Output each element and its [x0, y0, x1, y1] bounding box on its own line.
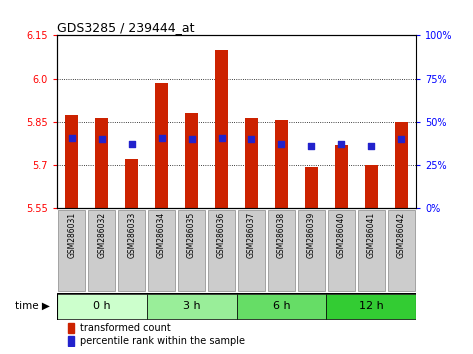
Text: 6 h: 6 h: [272, 301, 290, 311]
Text: GSM286041: GSM286041: [367, 212, 376, 258]
FancyBboxPatch shape: [238, 210, 265, 291]
Text: GSM286035: GSM286035: [187, 212, 196, 258]
Bar: [394, 122, 408, 209]
Text: GSM286033: GSM286033: [127, 212, 136, 258]
Text: GSM286038: GSM286038: [277, 212, 286, 258]
FancyBboxPatch shape: [388, 210, 415, 291]
Bar: [365, 165, 378, 209]
Text: percentile rank within the sample: percentile rank within the sample: [80, 336, 245, 346]
Text: GSM286039: GSM286039: [307, 212, 316, 258]
Point: [98, 136, 105, 142]
Bar: [245, 118, 258, 209]
Point: [188, 136, 195, 142]
Point: [338, 141, 345, 147]
FancyBboxPatch shape: [118, 210, 145, 291]
Text: time ▶: time ▶: [15, 301, 50, 311]
FancyBboxPatch shape: [268, 210, 295, 291]
Text: transformed count: transformed count: [80, 323, 171, 333]
Point: [128, 141, 135, 147]
Bar: [68, 336, 74, 346]
Bar: [125, 159, 139, 209]
Point: [218, 135, 225, 141]
Bar: [95, 118, 108, 209]
FancyBboxPatch shape: [326, 295, 416, 319]
Bar: [215, 50, 228, 209]
Point: [368, 144, 375, 149]
FancyBboxPatch shape: [236, 295, 326, 319]
Point: [248, 136, 255, 142]
Bar: [334, 145, 348, 209]
FancyBboxPatch shape: [328, 210, 355, 291]
Text: GSM286031: GSM286031: [67, 212, 76, 258]
FancyBboxPatch shape: [298, 210, 325, 291]
Text: 3 h: 3 h: [183, 301, 201, 311]
FancyBboxPatch shape: [57, 295, 147, 319]
Point: [307, 144, 315, 149]
Point: [158, 135, 166, 141]
Text: GSM286040: GSM286040: [337, 212, 346, 258]
FancyBboxPatch shape: [178, 210, 205, 291]
Text: GSM286034: GSM286034: [157, 212, 166, 258]
Text: 12 h: 12 h: [359, 301, 384, 311]
Text: GSM286032: GSM286032: [97, 212, 106, 258]
FancyBboxPatch shape: [208, 210, 235, 291]
FancyBboxPatch shape: [358, 210, 385, 291]
Point: [397, 136, 405, 142]
Text: GSM286036: GSM286036: [217, 212, 226, 258]
Bar: [305, 167, 318, 209]
FancyBboxPatch shape: [58, 210, 85, 291]
Bar: [155, 83, 168, 209]
FancyBboxPatch shape: [147, 295, 236, 319]
Point: [68, 135, 76, 141]
Bar: [185, 113, 198, 209]
Bar: [275, 120, 288, 209]
Text: GSM286042: GSM286042: [397, 212, 406, 258]
Text: GSM286037: GSM286037: [247, 212, 256, 258]
Bar: [68, 323, 74, 333]
FancyBboxPatch shape: [148, 210, 175, 291]
Text: 0 h: 0 h: [93, 301, 111, 311]
Bar: [65, 115, 79, 209]
Text: GDS3285 / 239444_at: GDS3285 / 239444_at: [57, 21, 194, 34]
FancyBboxPatch shape: [88, 210, 115, 291]
Point: [278, 141, 285, 147]
